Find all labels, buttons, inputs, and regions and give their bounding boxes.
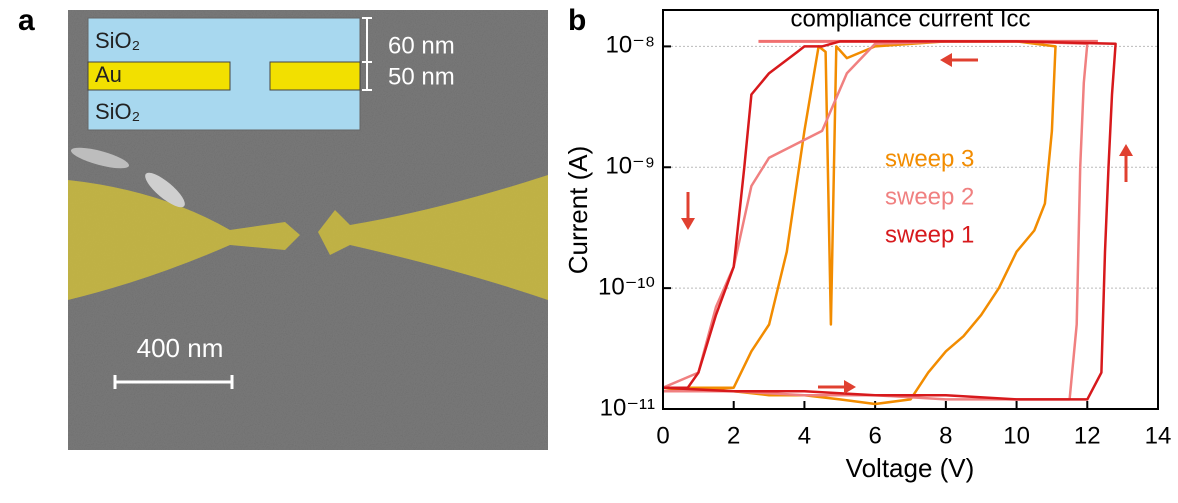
plot-frame xyxy=(662,9,1159,410)
layer-label: SiO₂ xyxy=(95,28,140,53)
legend-label: sweep 3 xyxy=(885,145,974,172)
y-tick-label: 10⁻⁸ xyxy=(606,32,656,59)
x-tick-label: 14 xyxy=(1145,422,1172,449)
layer-label: Au xyxy=(95,62,122,87)
x-tick-label: 8 xyxy=(939,422,952,449)
panel-label: b xyxy=(568,4,586,37)
inset xyxy=(87,17,372,131)
x-axis-label: Voltage (V) xyxy=(846,453,975,483)
layer-label: SiO₂ xyxy=(95,99,140,124)
scale-bar-label: 400 nm xyxy=(137,333,224,363)
panel-label: a xyxy=(18,4,35,37)
thickness-label: 60 nm xyxy=(388,32,455,59)
x-tick-label: 0 xyxy=(656,422,669,449)
series-line xyxy=(662,40,1117,401)
legend-label: sweep 1 xyxy=(885,221,974,248)
x-tick-label: 4 xyxy=(798,422,811,449)
thickness-label: 50 nm xyxy=(388,63,455,90)
legend-label: sweep 2 xyxy=(885,183,974,210)
arrows xyxy=(681,53,1133,394)
y-tick-label: 10⁻¹⁰ xyxy=(598,273,655,300)
scale-bar xyxy=(113,375,234,389)
x-tick-label: 10 xyxy=(1003,422,1030,449)
series-line xyxy=(662,40,1089,401)
y-tick-label: 10⁻⁹ xyxy=(605,153,655,180)
x-tick-label: 2 xyxy=(727,422,740,449)
x-tick-label: 12 xyxy=(1074,422,1101,449)
y-tick-label: 10⁻¹¹ xyxy=(600,394,655,421)
x-tick-label: 6 xyxy=(868,422,881,449)
y-axis-label: Current (A) xyxy=(563,146,593,275)
series-line xyxy=(662,40,1057,406)
